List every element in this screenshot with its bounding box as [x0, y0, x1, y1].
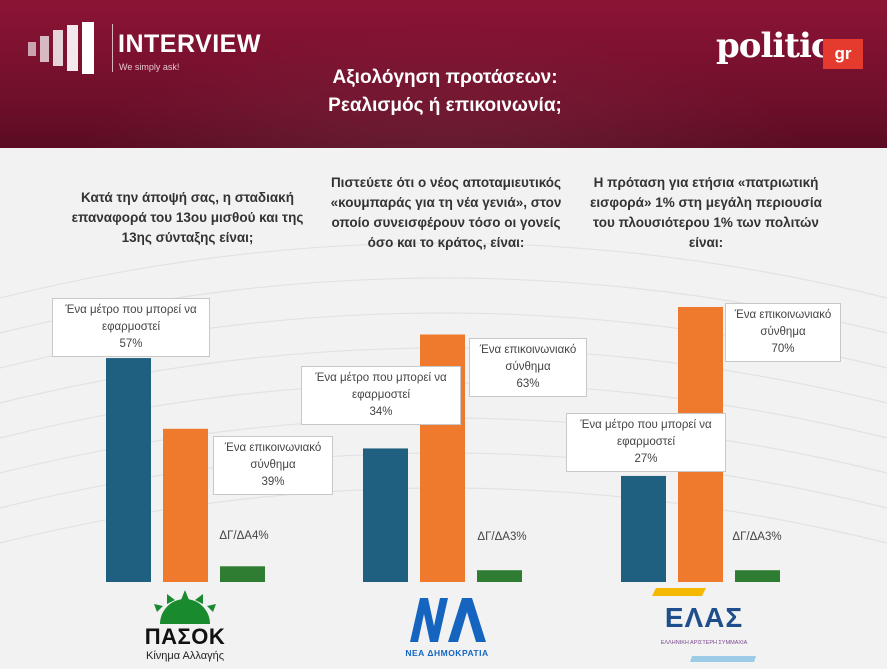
- question-nd: Πιστεύετε ότι ο νέος αποταμιευτικός «κου…: [330, 175, 562, 250]
- callout-pasok-measure: Ένα μέτρο που μπορεί να εφαρμοστεί 57%: [52, 298, 210, 357]
- callout-elas-measure: Ένα μέτρο που μπορεί να εφαρμοστεί 27%: [566, 413, 726, 472]
- bar-nd-measure: [363, 448, 408, 582]
- elas-logo: ΕΛΑΣ ΕΛΛΗΝΙΚΗ ΑΡΙΣΤΕΡΗ ΣΥΜΜΑΧΙΑ: [646, 588, 762, 666]
- elas-stripes-icon: [652, 588, 756, 662]
- nd-name: ΝΕΑ ΔΗΜΟΚΡΑΤΙΑ: [405, 648, 489, 658]
- brand-tagline: We simply ask!: [119, 62, 180, 72]
- title-line-1: Αξιολόγηση προτάσεων:: [332, 67, 558, 88]
- question-elas: Η πρόταση για ετήσια «πατριωτική εισφορά…: [590, 175, 822, 250]
- bar-pasok-communication: [163, 428, 208, 582]
- callout-elas-communication: Ένα επικοινωνιακό σύνθημα 70%: [725, 303, 841, 362]
- nd-logo: ΝΔ ΝΕΑ ΔΗΜΟΚΡΑΤΙΑ: [382, 588, 512, 666]
- politic-gr-badge: gr: [823, 39, 863, 69]
- callout-pasok-communication: Ένα επικοινωνιακό σύνθημα 39%: [213, 436, 333, 495]
- callout-nd-communication: Ένα επικοινωνιακό σύνθημα 63%: [469, 338, 587, 397]
- elas-name: ΕΛΑΣ: [664, 602, 744, 633]
- label-pasok-dkna: ΔΓ/ΔΑ4%: [219, 530, 269, 542]
- pasok-sun-icon: [154, 590, 216, 624]
- bar-elas-dkna: [735, 570, 780, 582]
- pasok-subtitle: Κίνημα Αλλαγής: [146, 650, 224, 662]
- page-title: Αξιολόγηση προτάσεων: Ρεαλισμός ή επικοι…: [250, 64, 640, 120]
- bar-elas-measure: [621, 475, 666, 582]
- label-elas-dkna: ΔΓ/ΔΑ3%: [732, 531, 782, 543]
- pasok-logo: ΠΑΣΟΚ Κίνημα Αλλαγής: [125, 588, 245, 666]
- header-banner: INTERVIEW We simply ask! Αξιολόγηση προτ…: [0, 0, 887, 148]
- title-line-2: Ρεαλισμός ή επικοινωνία;: [328, 95, 562, 116]
- pasok-name: ΠΑΣΟΚ: [144, 624, 226, 649]
- question-pasok: Κατά την άποψή σας, η σταδιακή επαναφορά…: [71, 190, 304, 245]
- bar-pasok-dkna: [220, 566, 265, 582]
- label-nd-dkna: ΔΓ/ΔΑ3%: [477, 531, 527, 543]
- nd-mark-icon: ΝΔ: [382, 588, 486, 642]
- bar-pasok-measure: [106, 358, 151, 582]
- politic-wordmark: politic: [716, 26, 832, 66]
- bars-icon: [28, 22, 94, 74]
- brand-name: INTERVIEW: [118, 30, 261, 58]
- svg-text:ΝΔ: ΝΔ: [382, 588, 405, 592]
- callout-nd-measure: Ένα μέτρο που μπορεί να εφαρμοστεί 34%: [301, 366, 461, 425]
- elas-subtitle: ΕΛΛΗΝΙΚΗ ΑΡΙΣΤΕΡΗ ΣΥΜΜΑΧΙΑ: [660, 640, 748, 646]
- bar-nd-dkna: [477, 570, 522, 582]
